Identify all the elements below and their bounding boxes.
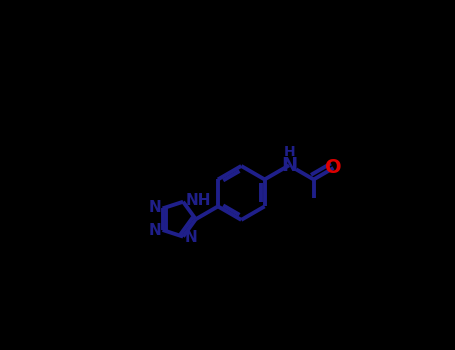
Text: N: N	[148, 223, 161, 238]
Text: N: N	[184, 230, 197, 245]
Text: O: O	[325, 159, 342, 177]
Text: NH: NH	[185, 193, 211, 208]
Text: N: N	[281, 156, 297, 175]
Text: H: H	[283, 145, 295, 159]
Text: N: N	[148, 201, 161, 215]
